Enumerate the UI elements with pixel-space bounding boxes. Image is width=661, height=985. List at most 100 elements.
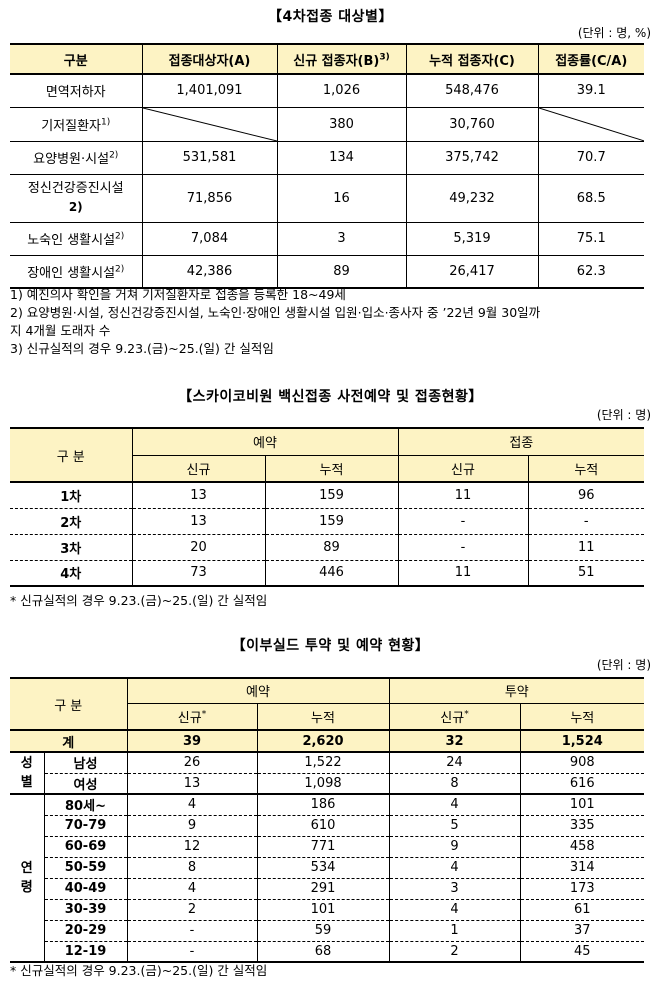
cell: 96 bbox=[578, 487, 595, 503]
row-label: 장애인 생활시설2) bbox=[10, 255, 143, 288]
cell: - bbox=[398, 508, 529, 534]
cell: 186 bbox=[257, 794, 390, 815]
cell: 45 bbox=[574, 943, 591, 959]
total-row: 계 39 2,620 32 1,524 bbox=[10, 730, 645, 752]
table-row: 4차 73 446 11 51 bbox=[10, 560, 645, 586]
row-label: 12-19 bbox=[44, 941, 128, 962]
cell: 49,232 bbox=[406, 174, 539, 222]
cell: 771 bbox=[257, 836, 390, 857]
t3-header-reservation: 예약 bbox=[127, 678, 390, 704]
t1-header-category: 구분 bbox=[10, 44, 143, 74]
row-label: 정신건강증진시설 2) bbox=[10, 174, 143, 222]
table-row: 30-39 2 101 4 61 bbox=[10, 899, 645, 920]
cell: 30,760 bbox=[406, 107, 539, 141]
cell: 2 bbox=[127, 899, 258, 920]
cell: 89 bbox=[265, 534, 399, 560]
table-row: 장애인 생활시설2) 42,386 89 26,417 62.3 bbox=[10, 255, 644, 288]
diagonal-empty-cell bbox=[538, 107, 644, 141]
cell: 51 bbox=[578, 565, 595, 581]
table3-title: 【이부실드 투약 및 예약 현황】 bbox=[231, 638, 430, 654]
row-label: 기저질환자1) bbox=[10, 107, 143, 141]
cell: 616 bbox=[569, 775, 595, 791]
table-row: 12-19 - 68 2 45 bbox=[10, 941, 645, 962]
table-row: 1차 13 159 11 96 bbox=[10, 482, 645, 508]
cell: 1,522 bbox=[257, 752, 390, 773]
cell: 1,401,091 bbox=[142, 74, 278, 107]
cell: 9 bbox=[127, 815, 258, 836]
row-label: 20-29 bbox=[44, 920, 128, 941]
cell: 159 bbox=[265, 508, 399, 534]
row-label: 2차 bbox=[10, 508, 133, 534]
table-row: 50-59 8 534 4 314 bbox=[10, 857, 645, 878]
cell: 8 bbox=[127, 857, 258, 878]
cell: 13 bbox=[132, 482, 266, 508]
table-row: 2차 13 159 - - bbox=[10, 508, 645, 534]
table-row: 60-69 12 771 9 458 bbox=[10, 836, 645, 857]
cell: 8 bbox=[389, 773, 521, 794]
cell: 446 bbox=[265, 560, 399, 586]
t3-subheader-cumulative: 누적 bbox=[257, 703, 390, 730]
cell: 39.1 bbox=[576, 83, 606, 99]
table1-title: 【4차접종 대상별】 bbox=[268, 9, 393, 25]
cell: 73 bbox=[132, 560, 266, 586]
table3-note: * 신규실적의 경우 9.23.(금)~25.(일) 간 실적임 bbox=[10, 963, 268, 978]
cell: 13 bbox=[127, 773, 258, 794]
cell: 101 bbox=[569, 797, 595, 813]
table-row: 여성 13 1,098 8 616 bbox=[10, 773, 645, 794]
t2-subheader-new: 신규 bbox=[132, 455, 266, 482]
cell: 375,742 bbox=[406, 141, 539, 174]
cell: 534 bbox=[257, 857, 390, 878]
cell: 68 bbox=[257, 941, 390, 962]
row-label: 1차 bbox=[10, 482, 133, 508]
table-row: 면역저하자 1,401,091 1,026 548,476 39.1 bbox=[10, 74, 644, 107]
cell: 62.3 bbox=[576, 263, 606, 279]
cell: 1,098 bbox=[257, 773, 390, 794]
cell: 610 bbox=[257, 815, 390, 836]
cell: 9 bbox=[389, 836, 521, 857]
table2: 구 분 예약 접종 신규 누적 신규 누적 1차 13 159 11 96 2차… bbox=[10, 427, 645, 587]
cell: 12 bbox=[127, 836, 258, 857]
table-row: 40-49 4 291 3 173 bbox=[10, 878, 645, 899]
table-row: 요양병원·시설2) 531,581 134 375,742 70.7 bbox=[10, 141, 644, 174]
cell: 39 bbox=[127, 730, 258, 752]
t3-subheader-new: 신규* bbox=[389, 703, 521, 730]
t1-header-target: 접종대상자(A) bbox=[142, 44, 278, 74]
cell: 908 bbox=[569, 755, 595, 771]
cell: 16 bbox=[277, 174, 407, 222]
footnote: 1) 예진의사 확인을 거쳐 기저질환자로 접종을 등록한 18~49세 bbox=[10, 287, 346, 302]
row-label: 요양병원·시설2) bbox=[10, 141, 143, 174]
footnote: 2) 요양병원·시설, 정신건강증진시설, 노숙인·장애인 생활시설 입원·입소… bbox=[10, 305, 541, 320]
row-label: 80세~ bbox=[44, 794, 128, 815]
cell: 68.5 bbox=[576, 190, 606, 206]
footnote: 3) 신규실적의 경우 9.23.(금)~25.(일) 간 실적임 bbox=[10, 341, 274, 356]
cell: 4 bbox=[389, 899, 521, 920]
cell: 101 bbox=[257, 899, 390, 920]
t2-subheader-new: 신규 bbox=[398, 455, 529, 482]
cell: - bbox=[583, 513, 589, 529]
table1: 구분 접종대상자(A) 신규 접종자(B)3) 누적 접종자(C) 접종률(C/… bbox=[10, 43, 644, 289]
cell: 11 bbox=[398, 560, 529, 586]
row-label: 노숙인 생활시설2) bbox=[10, 222, 143, 255]
row-label: 남성 bbox=[44, 752, 128, 773]
row-label: 30-39 bbox=[44, 899, 128, 920]
cell: 13 bbox=[132, 508, 266, 534]
cell: 291 bbox=[257, 878, 390, 899]
cell: 75.1 bbox=[576, 231, 606, 246]
row-label: 면역저하자 bbox=[10, 74, 143, 107]
table3-unit: (단위 : 명) bbox=[596, 658, 651, 672]
table1-notes: 1) 예진의사 확인을 거쳐 기저질환자로 접종을 등록한 18~49세 2) … bbox=[10, 286, 540, 358]
cell: 1,524 bbox=[561, 733, 603, 749]
cell: 159 bbox=[265, 482, 399, 508]
row-label: 4차 bbox=[10, 560, 133, 586]
cell: 70.7 bbox=[576, 150, 606, 165]
cell: 37 bbox=[574, 923, 591, 938]
cell: 380 bbox=[277, 107, 407, 141]
table-row: 정신건강증진시설 2) 71,856 16 49,232 68.5 bbox=[10, 174, 644, 222]
table-row: 20-29 - 59 1 37 bbox=[10, 920, 645, 941]
cell: 5 bbox=[389, 815, 521, 836]
table2-note: * 신규실적의 경우 9.23.(금)~25.(일) 간 실적임 bbox=[10, 593, 268, 608]
cell: 314 bbox=[569, 860, 595, 875]
